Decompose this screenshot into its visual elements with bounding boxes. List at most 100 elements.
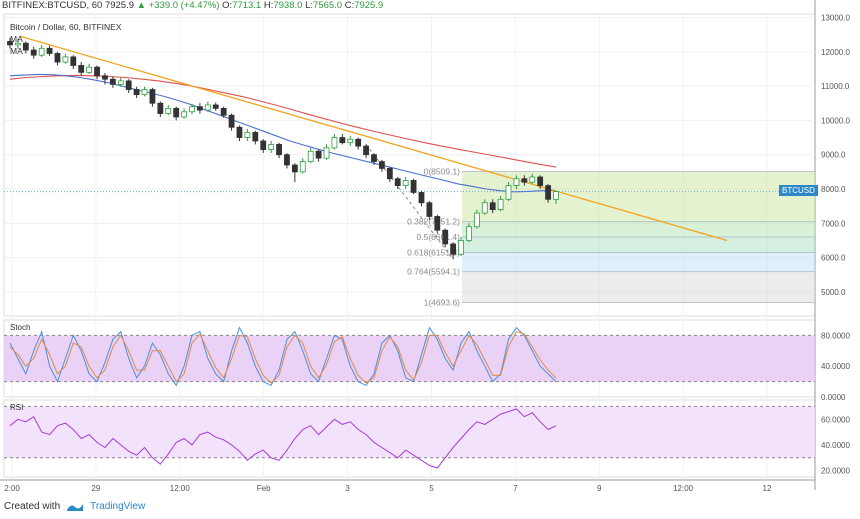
rsi-band (4, 406, 815, 458)
candle-body (62, 56, 69, 63)
fib-zone (462, 252, 815, 272)
fib-level-label: 0.5(6601.4) (417, 232, 461, 242)
series-title: Bitcoin / Dollar, 60, BITFINEX (10, 22, 122, 32)
candle-body (481, 202, 488, 214)
up-arrow-icon: ▲ (136, 0, 147, 11)
candle-body (458, 240, 464, 255)
candle-body (260, 140, 267, 150)
candle-body (442, 229, 449, 245)
candle-body (473, 212, 480, 228)
rsi-tick-label: 20.0000 (821, 467, 850, 476)
close-label: C: (344, 0, 355, 11)
fib-zone (462, 237, 815, 253)
candle-body (339, 137, 346, 144)
fib-level-label: 0.618(6151.3) (407, 247, 460, 257)
ma-fast-line (9, 73, 557, 193)
price-tick-label: 11000.0 (821, 82, 850, 91)
candle-body (410, 180, 417, 193)
candle-body (291, 164, 298, 173)
candle-body (513, 178, 520, 186)
rsi-line (9, 408, 557, 469)
fib-level-label: 0.764(5594.1) (407, 267, 460, 277)
candle-body (117, 80, 124, 85)
candle-body (157, 102, 164, 114)
last-price: 7925.9 (104, 0, 135, 11)
ma-slow-line (9, 74, 557, 168)
fib-zone (462, 221, 815, 238)
candle-body (252, 131, 259, 142)
open-label: O: (222, 0, 233, 11)
candle-body (307, 150, 314, 162)
ma-legend-2[interactable]: MA (10, 46, 23, 56)
price-change: +339.0 (+4.47%) (148, 0, 220, 11)
price-tick-label: 5000.0 (821, 288, 846, 297)
fib-zone (462, 171, 815, 222)
candle-body (299, 161, 306, 173)
trend-line (19, 35, 728, 242)
fib-zone (462, 271, 815, 303)
candle-body (173, 107, 180, 118)
stoch-tick-label: 80.0000 (821, 331, 850, 340)
rsi-tick-label: 60.0000 (821, 415, 850, 424)
symbol-header: BITFINEX:BTCUSD, 60 7925.9 ▲ +339.0 (+4.… (2, 0, 383, 11)
candle-body (371, 154, 377, 162)
candle-body (537, 176, 544, 186)
candle-body (228, 114, 235, 128)
candle-body (529, 176, 536, 183)
tradingview-brand[interactable]: TradingView (90, 501, 146, 512)
time-tick-label: 3 (345, 484, 350, 493)
candle-body (268, 144, 275, 150)
candle-body (323, 147, 330, 159)
candle-body (553, 191, 559, 200)
rsi-label[interactable]: RSI (10, 403, 24, 412)
candle-body (212, 104, 219, 109)
stoch-label[interactable]: Stoch (10, 323, 31, 332)
rsi-tick-label: 40.0000 (821, 441, 850, 450)
low-value: 7565.0 (313, 0, 343, 11)
low-label: L: (305, 0, 313, 11)
candle-body (347, 138, 354, 144)
candle-body (125, 80, 132, 90)
candle-body (426, 202, 433, 217)
candle-body (197, 106, 203, 111)
candle-body (355, 138, 362, 147)
candle-body (497, 198, 504, 211)
candle-body (133, 89, 140, 96)
time-tick-label: Feb (257, 484, 271, 493)
stoch-tick-label: 40.0000 (821, 362, 850, 371)
price-tick-label: 7000.0 (821, 219, 846, 228)
candle-body (54, 53, 61, 63)
time-tick-label: 29 (91, 484, 100, 493)
time-tick-label: 2:00 (4, 484, 20, 493)
stoch-d-line (9, 331, 557, 384)
stoch-tick-label: 0.0000 (821, 393, 846, 402)
symbol-name: BITFINEX:BTCUSD, 60 (2, 0, 103, 11)
candle-body (30, 49, 37, 56)
candle-body (418, 192, 425, 204)
candle-body (363, 145, 369, 156)
candle-body (489, 202, 496, 211)
open-value: 7713.1 (232, 0, 262, 11)
candle-body (394, 178, 401, 186)
time-tick-label: 12 (763, 484, 772, 493)
candle-body (149, 89, 156, 104)
candle-body (38, 47, 45, 56)
time-tick-label: 12:00 (170, 484, 191, 493)
time-tick-label: 12:00 (673, 484, 694, 493)
close-value: 7925.9 (354, 0, 384, 11)
ma-legend-1[interactable]: MA (10, 34, 23, 44)
candle-body (284, 154, 290, 166)
created-with-label: Created with (4, 501, 61, 512)
candle-body (94, 66, 100, 77)
time-tick-label: 9 (597, 484, 602, 493)
price-tag: BTCUSD (779, 185, 818, 196)
candle-body (545, 185, 551, 200)
candle-body (236, 126, 243, 138)
candle-body (379, 161, 385, 169)
high-label: H: (263, 0, 274, 11)
candle-body (466, 226, 472, 241)
candle-body (244, 131, 251, 138)
candle-body (505, 185, 512, 200)
high-value: 7938.0 (273, 0, 303, 11)
price-tick-label: 12000.0 (821, 48, 850, 57)
